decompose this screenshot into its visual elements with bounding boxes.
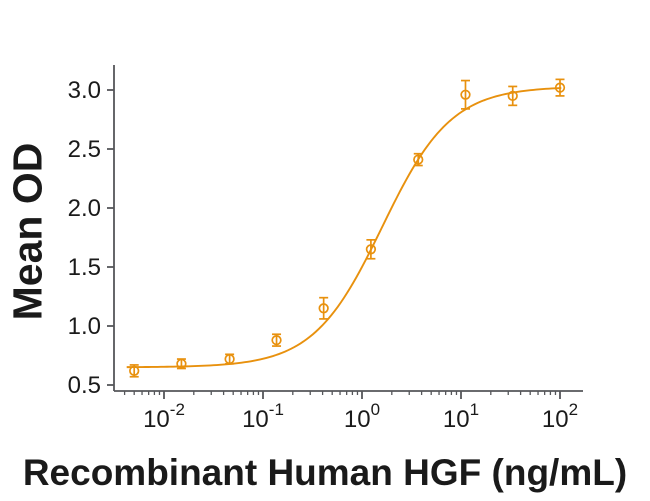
fit-curve: [126, 87, 562, 369]
y-tick-label: 0.5: [68, 372, 101, 399]
data-point-marker: [460, 89, 471, 100]
data-point-marker: [413, 154, 424, 165]
data-point-marker: [507, 90, 518, 102]
x-tick-label: 102: [542, 400, 578, 433]
y-axis-title: Mean OD: [4, 142, 51, 321]
data-point-marker: [365, 244, 377, 255]
x-axis-title: Recombinant Human HGF (ng/mL): [22, 452, 628, 493]
x-tick-label: 10-2: [143, 400, 185, 433]
data-point-marker: [224, 353, 235, 365]
data-point-marker: [318, 303, 329, 314]
y-tick-label: 1.0: [68, 313, 101, 340]
y-tick-label: 2.5: [68, 136, 101, 163]
y-tick-label: 1.5: [68, 254, 101, 281]
x-tick-label: 101: [443, 400, 479, 433]
data-point-marker: [554, 82, 566, 93]
y-tick-label: 3.0: [68, 77, 101, 104]
x-tick-label: 10-1: [242, 400, 284, 433]
data-point-marker: [271, 335, 282, 346]
data-point-marker: [129, 365, 140, 376]
x-tick-label: 100: [344, 400, 380, 433]
data-point-marker: [176, 358, 187, 369]
y-tick-label: 2.0: [68, 195, 101, 222]
